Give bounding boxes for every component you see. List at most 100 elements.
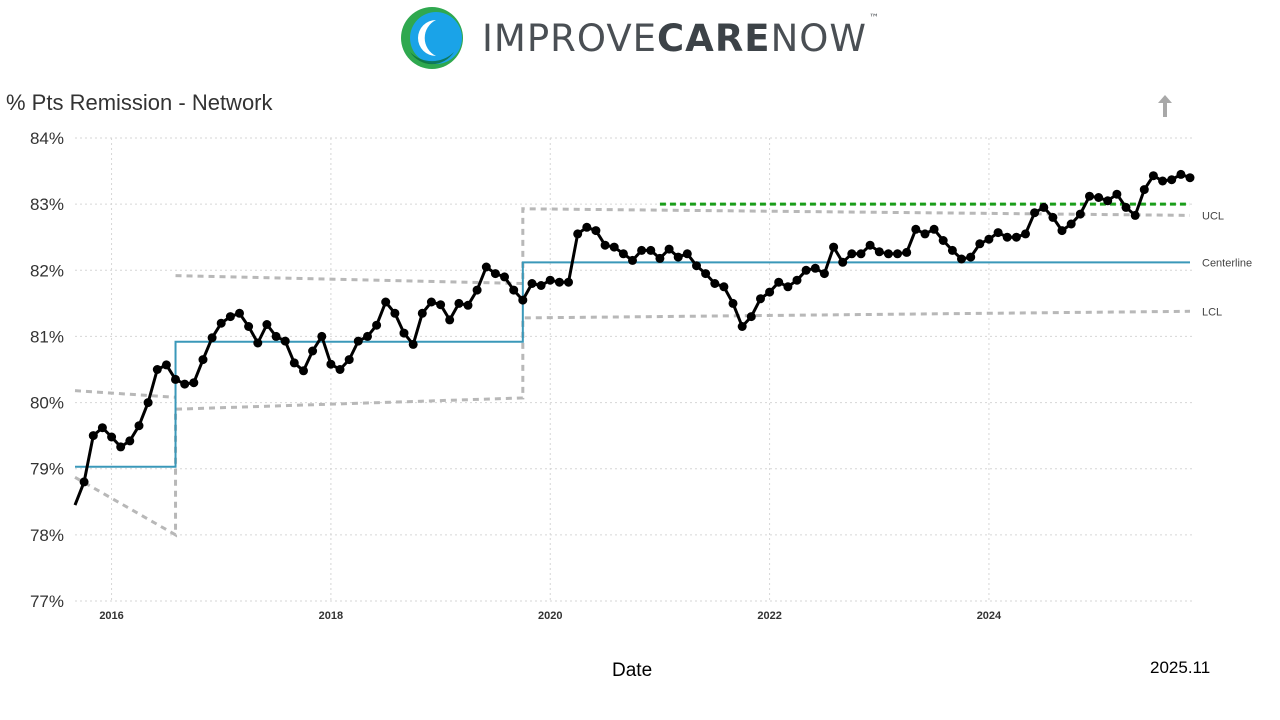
data-point <box>280 336 290 346</box>
data-point <box>363 331 372 341</box>
improvecarenow-logo-icon <box>401 7 463 69</box>
data-point <box>564 277 573 287</box>
data-point <box>810 263 820 273</box>
remission-line <box>73 172 1191 506</box>
data-point <box>966 252 976 262</box>
data-point <box>253 338 263 348</box>
data-point <box>207 333 217 343</box>
data-point <box>271 331 281 341</box>
data-point <box>637 245 647 255</box>
brand-name: IMPROVECARENOW ™ <box>482 13 880 60</box>
date-stamp: 2025.11 <box>1150 658 1211 677</box>
data-point <box>783 282 793 292</box>
data-point <box>847 249 857 259</box>
data-point <box>655 253 665 263</box>
data-point <box>180 379 190 389</box>
data-point <box>874 247 884 257</box>
data-point <box>801 265 811 275</box>
data-point <box>701 269 711 279</box>
data-point <box>481 262 491 272</box>
data-point <box>957 254 966 264</box>
data-point <box>417 308 427 318</box>
data-point <box>609 242 619 252</box>
data-point <box>216 318 226 328</box>
data-point <box>1021 229 1030 239</box>
data-point <box>554 277 564 287</box>
data-point <box>582 222 592 232</box>
data-point <box>235 308 244 318</box>
data-point <box>1121 202 1131 212</box>
data-point <box>125 436 135 446</box>
logo: IMPROVECARENOW ™ <box>400 6 880 70</box>
data-point <box>573 229 583 239</box>
data-point <box>664 244 674 254</box>
data-point <box>1112 189 1122 199</box>
data-point <box>509 285 519 295</box>
data-point <box>838 257 848 267</box>
data-point <box>682 249 692 259</box>
data-point <box>865 240 875 250</box>
data-series <box>73 169 1195 506</box>
data-point <box>518 295 528 305</box>
y-tick-label: 82% <box>30 261 64 280</box>
data-point <box>527 279 537 288</box>
centerline <box>75 261 1190 468</box>
data-point <box>463 300 473 310</box>
data-point <box>88 431 98 441</box>
axes: 77% 78% 79% 80% 81% 82% 83% 84% 2016 2018 2020 2022… <box>30 129 1252 622</box>
data-point <box>1057 226 1067 236</box>
data-point <box>1002 232 1012 242</box>
data-point <box>381 297 391 307</box>
data-point <box>472 285 482 295</box>
control-limits <box>74 202 1191 538</box>
data-point <box>902 247 912 257</box>
data-point <box>673 252 683 262</box>
data-point <box>1039 202 1049 212</box>
data-point <box>1066 219 1076 229</box>
up-arrow-icon[interactable] <box>1156 94 1174 118</box>
data-point <box>591 226 601 236</box>
data-point <box>1048 212 1058 222</box>
data-point <box>993 228 1003 238</box>
data-point <box>536 281 546 290</box>
data-point <box>1075 209 1085 219</box>
y-tick-label: 81% <box>30 327 64 346</box>
y-tick-label: 78% <box>30 526 64 545</box>
data-point <box>299 366 308 376</box>
data-point <box>545 275 555 285</box>
centerline-label: Centerline <box>1202 257 1252 269</box>
data-point <box>198 355 208 365</box>
grid <box>75 137 1195 602</box>
data-point <box>929 224 939 234</box>
data-point <box>646 245 656 255</box>
data-point <box>1176 169 1186 179</box>
data-point <box>920 229 930 239</box>
data-point <box>436 300 446 310</box>
data-point <box>79 477 89 487</box>
upper-limit-segment <box>74 389 176 399</box>
data-point <box>344 355 354 365</box>
data-point <box>445 315 455 325</box>
data-point <box>883 249 893 259</box>
data-point <box>225 312 235 322</box>
data-point <box>746 312 756 322</box>
data-point <box>116 442 126 452</box>
data-point <box>107 432 117 442</box>
data-point <box>911 224 921 234</box>
data-point <box>353 336 363 346</box>
x-tick-label: 2024 <box>977 610 1002 622</box>
data-point <box>134 421 144 431</box>
data-point <box>984 234 994 244</box>
data-point <box>262 320 272 329</box>
data-point <box>719 282 729 292</box>
data-point <box>500 272 509 282</box>
data-point <box>1030 208 1040 218</box>
data-point <box>1130 210 1140 220</box>
data-point <box>390 308 400 318</box>
data-point <box>1167 175 1177 185</box>
x-tick-label: 2016 <box>99 610 123 622</box>
data-point <box>161 360 171 370</box>
data-point <box>152 365 162 374</box>
data-point <box>938 236 948 245</box>
